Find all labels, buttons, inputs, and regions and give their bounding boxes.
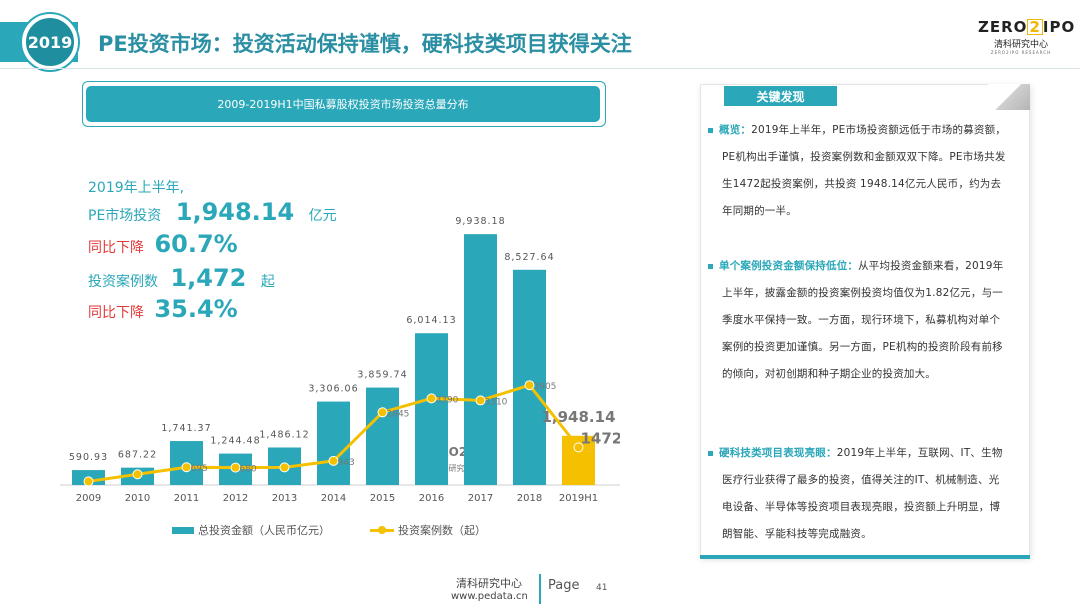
header-divider <box>0 68 1080 69</box>
finding-avg-deal-size: 单个案例投资金额保持低位：从平均投资金额来看，2019年上半年，披露金额的投资案… <box>708 253 1008 388</box>
bar-label-2013: 1,486.12 <box>259 429 309 440</box>
deal-point-2015 <box>377 407 388 418</box>
legend-line-series: 投资案例数（起） <box>370 522 486 538</box>
deal-label-2019H1: 1472 <box>581 429 621 447</box>
zero2ipo-logo: ZERO 2 IPO 清科研究中心 ZERO2IPO RESEARCH <box>978 18 1076 55</box>
deal-label-2015: 2845 <box>387 409 410 419</box>
summary-count-change: 35.4% <box>154 295 238 323</box>
page-title: PE投资市场：投资活动保持谨慎，硬科技类项目获得关注 <box>98 32 632 56</box>
bar-label-2016: 6,014.13 <box>406 315 456 326</box>
x-tick-2010: 2010 <box>125 493 150 504</box>
bar-label-2014: 3,306.06 <box>308 384 358 395</box>
summary-line-2: PE市场投资 1,948.14 亿元 <box>88 198 337 226</box>
bullet-icon <box>708 263 713 269</box>
finding-overview: 概览：2019年上半年，PE市场投资额远低于市场的募资额，PE机构出手谨慎，投资… <box>708 117 1008 225</box>
bar-label-2012: 1,244.48 <box>210 436 260 447</box>
footer-divider <box>539 574 541 604</box>
deal-point-2016 <box>426 393 437 404</box>
key-findings-tab: 关键发现 <box>724 86 837 106</box>
summary-line-5: 同比下降 35.4% <box>88 295 238 323</box>
footer-org: 清科研究中心 <box>456 577 522 590</box>
x-tick-2016: 2016 <box>419 493 444 504</box>
year-badge: 2019 <box>22 14 78 70</box>
deal-label-2016: 3390 <box>436 395 459 405</box>
summary-line-4: 投资案例数 1,472 起 <box>88 264 275 292</box>
summary-line-1: 2019年上半年, <box>88 180 185 196</box>
deal-point-2018 <box>524 380 535 391</box>
bar-label-2010: 687.22 <box>118 450 157 461</box>
x-tick-2018: 2018 <box>517 493 542 504</box>
bar-2015 <box>366 387 399 485</box>
chart-title: 2009-2019H1中国私募股权投资市场投资总量分布 <box>86 86 600 122</box>
summary-amount-change: 60.7% <box>154 230 238 258</box>
legend-line-swatch <box>370 525 394 534</box>
x-tick-2019H1: 2019H1 <box>559 493 598 504</box>
panel-corner-fold <box>988 84 1030 110</box>
finding-hard-tech: 硬科技类项目表现亮眼：2019年上半年，互联网、IT、生物医疗行业获得了最多的投… <box>708 440 1008 548</box>
summary-deal-count: 1,472 <box>170 264 247 292</box>
x-tick-2014: 2014 <box>321 493 346 504</box>
key-findings-panel <box>700 84 1030 558</box>
watermark-cn: 清科研究中心 <box>433 463 481 473</box>
legend-bar-series: 总投资金额（人民币亿元） <box>172 522 330 538</box>
logo-cn: 清科研究中心 <box>993 40 1048 50</box>
deal-label-2017: 3310 <box>485 397 508 407</box>
legend-bar-swatch <box>172 526 194 534</box>
deal-point-2012 <box>230 462 241 473</box>
bullet-icon <box>708 450 713 456</box>
deal-point-2017 <box>475 395 486 406</box>
deal-label-2012: 680 <box>240 465 257 475</box>
deal-label-2011: 695 <box>191 464 208 474</box>
bar-2014 <box>317 401 350 485</box>
bullet-icon <box>708 127 713 133</box>
bar-label-2017: 9,938.18 <box>455 216 505 227</box>
summary-amount: 1,948.14 <box>175 198 295 226</box>
bar-2016 <box>415 333 448 485</box>
x-tick-2012: 2012 <box>223 493 248 504</box>
bar-label-2019H1: 1,948.14 <box>541 408 615 426</box>
bar-label-2018: 8,527.64 <box>504 252 554 263</box>
bar-label-2011: 1,741.37 <box>161 423 211 434</box>
chart-title-frame <box>82 81 606 127</box>
bar-2018 <box>513 269 546 485</box>
deal-label-2014: 943 <box>338 458 355 468</box>
x-tick-2013: 2013 <box>272 493 297 504</box>
footer-page-label: Page <box>548 578 580 593</box>
x-tick-2009: 2009 <box>76 493 101 504</box>
x-tick-2015: 2015 <box>370 493 395 504</box>
panel-bottom-bar <box>700 555 1030 559</box>
bar-label-2009: 590.93 <box>69 452 108 463</box>
deal-point-2013 <box>279 462 290 473</box>
x-tick-2011: 2011 <box>174 493 199 504</box>
footer-url[interactable]: www.pedata.cn <box>451 591 528 602</box>
logo-wordmark: ZERO 2 IPO <box>978 18 1076 36</box>
deal-point-2014 <box>328 455 339 466</box>
deal-point-2010 <box>132 469 143 480</box>
x-tick-2017: 2017 <box>468 493 493 504</box>
summary-line-3: 同比下降 60.7% <box>88 230 238 258</box>
page-number: 41 <box>596 583 608 593</box>
deal-point-2019H1 <box>573 442 584 453</box>
bar-label-2015: 3,859.74 <box>357 370 407 381</box>
deal-point-2009 <box>83 476 94 487</box>
deal-label-2018: 3905 <box>534 382 557 392</box>
bar-2017 <box>464 234 497 485</box>
deal-point-2011 <box>181 462 192 473</box>
logo-en: ZERO2IPO RESEARCH <box>990 50 1052 55</box>
